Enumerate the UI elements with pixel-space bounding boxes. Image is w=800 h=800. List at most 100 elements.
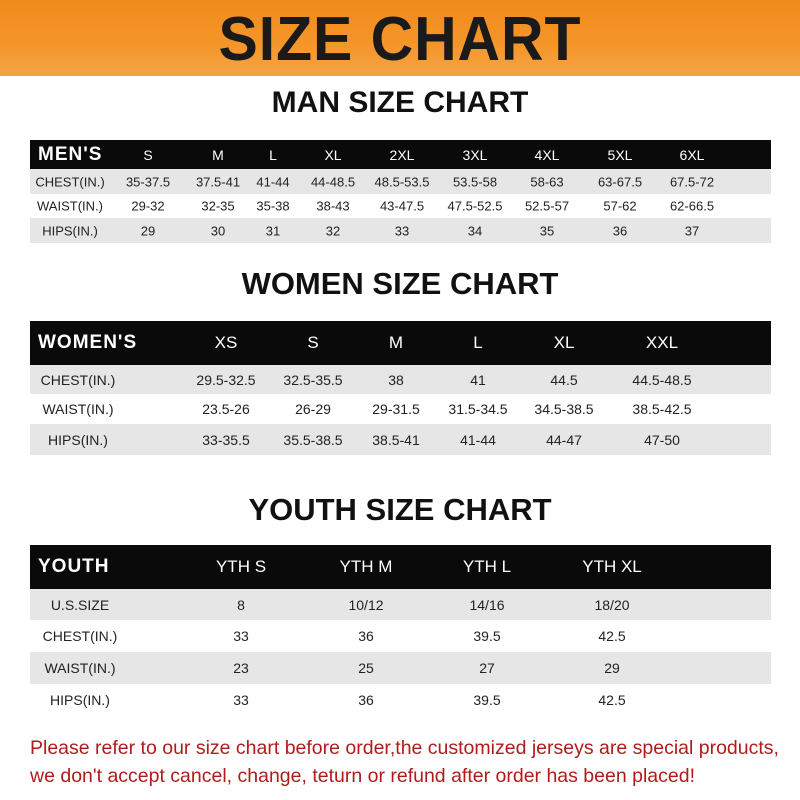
table-cell: 29: [140, 223, 156, 238]
table-cell: 27: [479, 660, 495, 676]
row-label: HIPS(IN.): [42, 223, 98, 238]
size-header: XL: [324, 146, 342, 163]
table-cell: 58-63: [530, 174, 564, 189]
table-row: WAIST(IN.) 23 25 27 29: [30, 652, 771, 684]
table-cell: 38.5-41: [372, 431, 420, 448]
size-header: S: [143, 146, 153, 163]
table-cell: 42.5: [598, 692, 626, 708]
table-row: CHEST(IN.) 35-37.5 37.5-41 41-44 44-48.5 48.5…: [30, 169, 771, 194]
table-cell: 31: [265, 223, 281, 238]
table-header-row: YOUTH YTH S YTH M YTH L YTH XL: [30, 545, 771, 589]
table-row: WAIST(IN.) 29-32 32-35 35-38 38-43 43-47.5 47.…: [30, 194, 771, 218]
table-cell: 33-35.5: [202, 431, 250, 448]
size-header: L: [269, 146, 277, 163]
table-cell: 30: [210, 223, 226, 238]
size-header: L: [473, 333, 483, 352]
size-header: YTH M: [339, 557, 393, 576]
table-cell: 14/16: [469, 596, 505, 613]
table-cell: 31.5-34.5: [448, 401, 508, 417]
banner-title: SIZE CHART: [218, 5, 582, 74]
size-header: XXL: [645, 333, 679, 352]
table-row: CHEST(IN.) 29.5-32.5 32.5-35.5 38 41 44.5 44.5…: [30, 365, 771, 394]
table-cell: 39.5: [473, 628, 501, 644]
table-cell: 48.5-53.5: [374, 174, 430, 189]
table-cell: 44-48.5: [310, 174, 356, 189]
table-cell: 35.5-38.5: [283, 431, 343, 448]
row-label: U.S.SIZE: [50, 596, 110, 613]
banner: SIZE CHART: [0, 0, 800, 76]
size-header: S: [307, 333, 319, 352]
youth-title: YOUTH SIZE CHART: [248, 492, 552, 527]
table-cell: 29: [604, 660, 620, 676]
table-cell: 44.5: [550, 371, 578, 388]
table-cell: 35-37.5: [125, 174, 171, 189]
size-header: XS: [214, 333, 238, 352]
note-line-2: we don't accept cancel, change, teturn o…: [30, 765, 695, 787]
table-cell: 33: [233, 692, 249, 708]
size-header: M: [388, 333, 404, 352]
size-header: YTH L: [462, 557, 512, 576]
table-cell: 8: [237, 596, 245, 613]
table-cell: 35-38: [256, 198, 290, 214]
table-title-cell: YOUTH: [38, 556, 110, 577]
youth-size-table: YOUTH YTH S YTH M YTH L YTH XL U.S.SIZE 8 10/12…: [30, 545, 771, 716]
women-title: WOMEN SIZE CHART: [241, 266, 559, 301]
table-cell: 32-35: [201, 198, 235, 214]
table-cell: 41-44: [256, 174, 290, 189]
table-row: HIPS(IN.) 33 36 39.5 42.5: [30, 684, 771, 716]
table-cell: 32.5-35.5: [283, 371, 343, 388]
note-line-1: Please refer to our size chart before or…: [30, 737, 779, 759]
table-row: HIPS(IN.) 33-35.5 35.5-38.5 38.5-41 41-44 44-…: [30, 424, 771, 455]
row-label: WAIST(IN.): [37, 198, 103, 214]
table-cell: 63-67.5: [597, 174, 643, 189]
size-header: 3XL: [462, 146, 488, 163]
table-cell: 38-43: [316, 198, 350, 214]
table-cell: 41: [470, 371, 486, 388]
table-cell: 38: [388, 371, 404, 388]
table-row: U.S.SIZE 8 10/12 14/16 18/20: [30, 589, 771, 620]
table-cell: 33: [394, 223, 410, 238]
table-cell: 39.5: [473, 692, 501, 708]
table-cell: 32: [325, 223, 341, 238]
table-cell: 47-50: [644, 431, 680, 448]
row-label: WAIST(IN.): [42, 401, 114, 417]
table-header-row: MEN'S S M L XL 2XL 3XL 4XL 5XL 6XL: [30, 140, 771, 169]
table-cell: 53.5-58: [452, 174, 498, 189]
row-label: CHEST(IN.): [42, 628, 118, 644]
table-row: HIPS(IN.) 29 30 31 32 33 34 35 36 37: [30, 218, 771, 243]
table-cell: 67.5-72: [669, 174, 715, 189]
table-cell: 62-66.5: [669, 198, 715, 214]
row-label: CHEST(IN.): [35, 174, 105, 189]
table-cell: 36: [612, 223, 628, 238]
table-cell: 25: [358, 660, 374, 676]
men-title: MAN SIZE CHART: [271, 86, 529, 119]
size-header: 2XL: [389, 146, 415, 163]
size-header: YTH S: [215, 557, 267, 576]
table-cell: 29-31.5: [372, 401, 420, 417]
table-cell: 41-44: [460, 431, 496, 448]
size-header: XL: [553, 333, 575, 352]
row-label: CHEST(IN.): [40, 371, 116, 388]
table-cell: 37.5-41: [195, 174, 241, 189]
table-header-row: WOMEN'S XS S M L XL XXL: [30, 321, 771, 365]
table-cell: 44.5-48.5: [632, 371, 692, 388]
table-cell: 18/20: [594, 596, 630, 613]
size-header: 5XL: [607, 146, 633, 163]
women-size-table: WOMEN'S XS S M L XL XXL CHEST(IN.) 29.5-32.5 32.5…: [30, 321, 771, 455]
size-header: M: [212, 146, 224, 163]
table-cell: 36: [358, 692, 374, 708]
table-row: CHEST(IN.) 33 36 39.5 42.5: [30, 620, 771, 652]
men-size-table: MEN'S S M L XL 2XL 3XL 4XL 5XL 6XL CHEST(IN.) 35-37…: [30, 140, 771, 243]
table-cell: 34: [467, 223, 483, 238]
row-label: WAIST(IN.): [44, 660, 116, 676]
size-header: YTH XL: [582, 557, 642, 576]
table-row: WAIST(IN.) 23.5-26 26-29 29-31.5 31.5-34.5 34…: [30, 394, 771, 424]
table-title-cell: MEN'S: [38, 143, 103, 165]
table-cell: 29-32: [131, 198, 165, 214]
table-cell: 23: [233, 660, 249, 676]
table-cell: 10/12: [348, 596, 384, 613]
table-cell: 26-29: [295, 401, 331, 417]
row-label: HIPS(IN.): [50, 692, 110, 708]
table-cell: 44-47: [546, 431, 582, 448]
table-cell: 34.5-38.5: [534, 401, 594, 417]
